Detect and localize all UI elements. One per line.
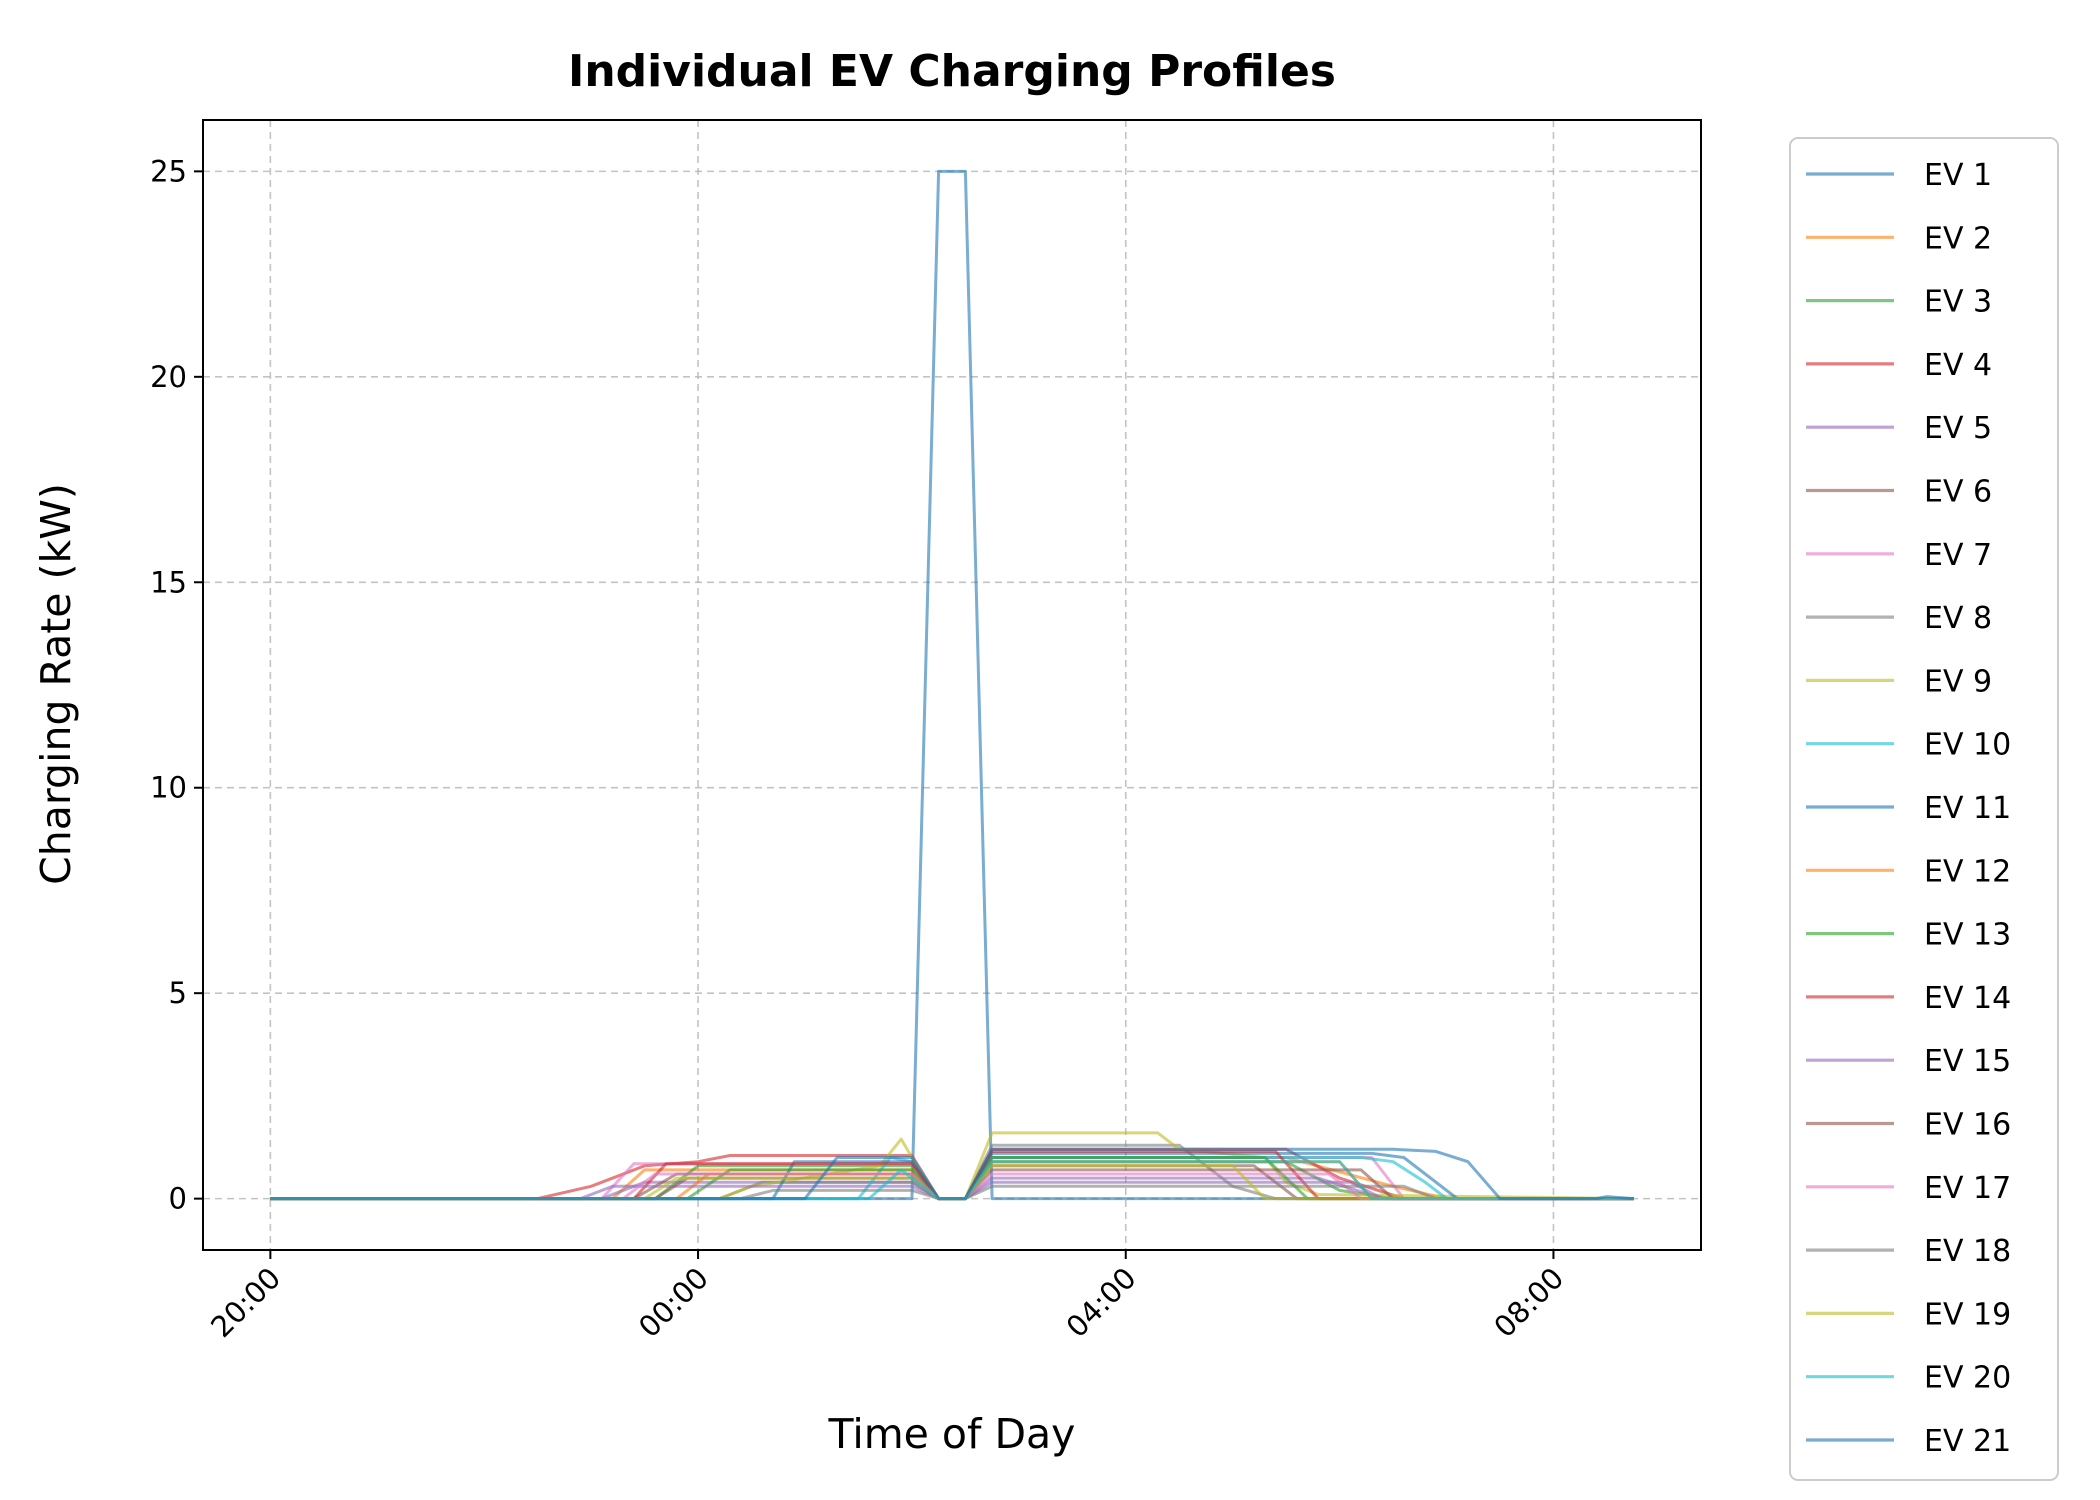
axes-frame: [202, 119, 1702, 1251]
legend-label-ev-15: EV 15: [1924, 1044, 2011, 1079]
y-tick-label: 10: [150, 771, 187, 805]
y-axis-label: Charging Rate (kW): [32, 483, 80, 885]
series-line-ev-4: [270, 1147, 1634, 1201]
y-ticks: 0 5 10 15 20 25: [150, 154, 203, 1216]
series-line-ev-9: [270, 1131, 1634, 1201]
x-axis-label: Time of Day: [828, 1410, 1076, 1458]
legend-label-ev-14: EV 14: [1924, 981, 2011, 1016]
legend-label-ev-20: EV 20: [1924, 1361, 2011, 1396]
legend: EV 1 EV 2 EV 3 EV 4 EV 5 EV 6 EV 7 EV 8 EV 9 EV 1…: [1789, 137, 2059, 1481]
legend-label-ev-10: EV 10: [1924, 728, 2011, 763]
y-tick-label: 20: [150, 360, 187, 394]
series-line-ev-11: [270, 1151, 1634, 1201]
x-tick-label: 04:00: [1060, 1261, 1143, 1344]
x-tick-label: 08:00: [1487, 1261, 1570, 1344]
x-ticks: 20:00 00:00 04:00 08:00: [204, 1250, 1570, 1344]
legend-label-ev-4: EV 4: [1924, 348, 1992, 383]
legend-label-ev-19: EV 19: [1924, 1297, 2011, 1332]
series-line-ev-21: [270, 1147, 1634, 1201]
y-tick-label: 0: [169, 1182, 187, 1216]
series-line-ev-1: [270, 169, 1634, 1201]
legend-label-ev-7: EV 7: [1924, 538, 1992, 573]
series-lines: [270, 169, 1634, 1201]
legend-label-ev-13: EV 13: [1924, 918, 2011, 953]
series-line-ev-8: [270, 1143, 1634, 1201]
y-tick-label: 15: [150, 565, 187, 599]
series-line-ev-18: [270, 1184, 1634, 1201]
legend-box: [1789, 137, 2059, 1481]
legend-label-ev-11: EV 11: [1924, 791, 2011, 826]
legend-label-ev-1: EV 1: [1924, 158, 1992, 193]
legend-label-ev-8: EV 8: [1924, 601, 1992, 636]
y-tick-label: 5: [169, 976, 187, 1010]
legend-label-ev-12: EV 12: [1924, 854, 2011, 889]
legend-label-ev-17: EV 17: [1924, 1171, 2011, 1206]
x-tick-label: 20:00: [204, 1261, 287, 1344]
legend-label-ev-3: EV 3: [1924, 285, 1992, 320]
plot-area: [270, 169, 1634, 1201]
grid: [203, 120, 1701, 1250]
series-line-ev-14: [270, 1149, 1634, 1201]
legend-label-ev-21: EV 21: [1924, 1424, 2011, 1459]
y-tick-label: 25: [150, 154, 187, 188]
legend-label-ev-16: EV 16: [1924, 1108, 2011, 1143]
legend-label-ev-9: EV 9: [1924, 664, 1992, 699]
chart-title: Individual EV Charging Profiles: [568, 46, 1336, 97]
legend-label-ev-6: EV 6: [1924, 475, 1992, 510]
legend-label-ev-5: EV 5: [1924, 411, 1992, 446]
legend-label-ev-2: EV 2: [1924, 221, 1992, 256]
legend-label-ev-18: EV 18: [1924, 1234, 2011, 1269]
x-tick-label: 00:00: [632, 1261, 715, 1344]
